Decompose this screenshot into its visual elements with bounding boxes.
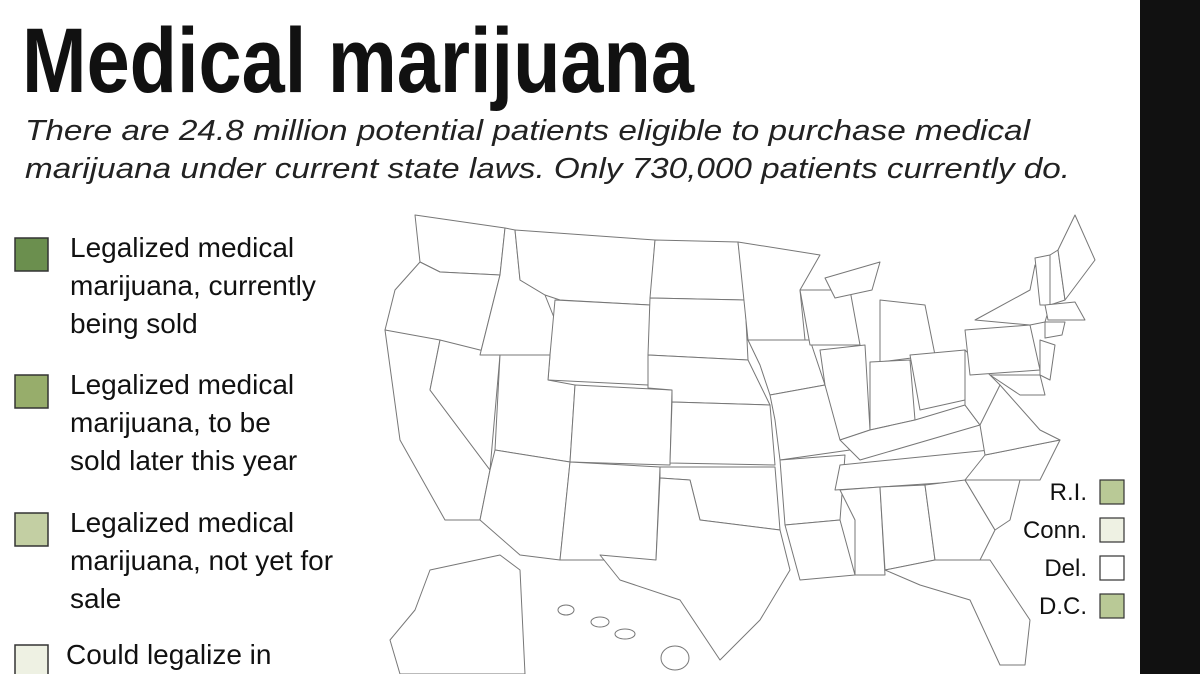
legend-swatch xyxy=(14,374,49,409)
state xyxy=(824,261,881,299)
state xyxy=(660,645,690,671)
state xyxy=(964,324,1041,376)
state xyxy=(1039,339,1056,381)
small-state-swatch xyxy=(1099,593,1125,619)
legend: Legalized medical marijuana, currently bei… xyxy=(14,232,333,674)
state xyxy=(590,616,610,628)
legend-label: Legalized medical xyxy=(70,369,294,400)
state xyxy=(599,477,791,661)
state xyxy=(909,349,966,411)
legend-label: Could legalize in xyxy=(66,639,271,670)
small-state-label: D.C. xyxy=(1039,593,1087,620)
state xyxy=(924,479,996,561)
state xyxy=(559,461,661,561)
legend-label: marijuana, to be xyxy=(70,407,271,438)
state xyxy=(557,604,575,616)
title: Medical marijuana xyxy=(22,10,695,112)
state xyxy=(879,299,936,363)
legend-label: sold later this year xyxy=(70,445,297,476)
state xyxy=(989,374,1046,396)
small-state-swatch xyxy=(1099,479,1125,505)
legend-label: marijuana, currently xyxy=(70,270,316,301)
small-state-label: Del. xyxy=(1044,555,1087,582)
us-map xyxy=(384,214,1096,674)
legend-swatch xyxy=(14,644,49,674)
state xyxy=(839,486,886,576)
state xyxy=(649,239,746,301)
state xyxy=(614,628,636,640)
small-state-label: Conn. xyxy=(1023,517,1087,544)
legend-label: sale xyxy=(70,583,121,614)
small-state-key: R.I. Conn. Del. D.C. xyxy=(1023,479,1125,620)
state xyxy=(1044,321,1066,339)
legend-label: Legalized medical xyxy=(70,232,294,263)
side-bar xyxy=(1140,0,1200,674)
state xyxy=(569,384,673,466)
state xyxy=(647,297,749,361)
small-state-swatch xyxy=(1099,555,1125,581)
legend-swatch xyxy=(14,512,49,547)
state xyxy=(429,339,501,471)
legend-label: marijuana, not yet for xyxy=(70,545,333,576)
state xyxy=(1057,214,1096,301)
small-state-swatch xyxy=(1099,517,1125,543)
legend-swatch xyxy=(14,237,49,272)
state xyxy=(799,289,861,346)
legend-label: being sold xyxy=(70,308,198,339)
state xyxy=(479,449,571,561)
state xyxy=(784,519,856,581)
small-state-label: R.I. xyxy=(1050,479,1087,506)
state xyxy=(869,359,916,431)
state xyxy=(547,299,651,386)
state xyxy=(1044,301,1086,321)
state xyxy=(884,559,1031,666)
state xyxy=(389,554,526,674)
subtitle: marijuana under current state laws. Only… xyxy=(25,153,1070,185)
subtitle: There are 24.8 million potential patient… xyxy=(25,115,1032,147)
state xyxy=(737,241,821,341)
state xyxy=(669,401,776,466)
legend-label: Legalized medical xyxy=(70,507,294,538)
